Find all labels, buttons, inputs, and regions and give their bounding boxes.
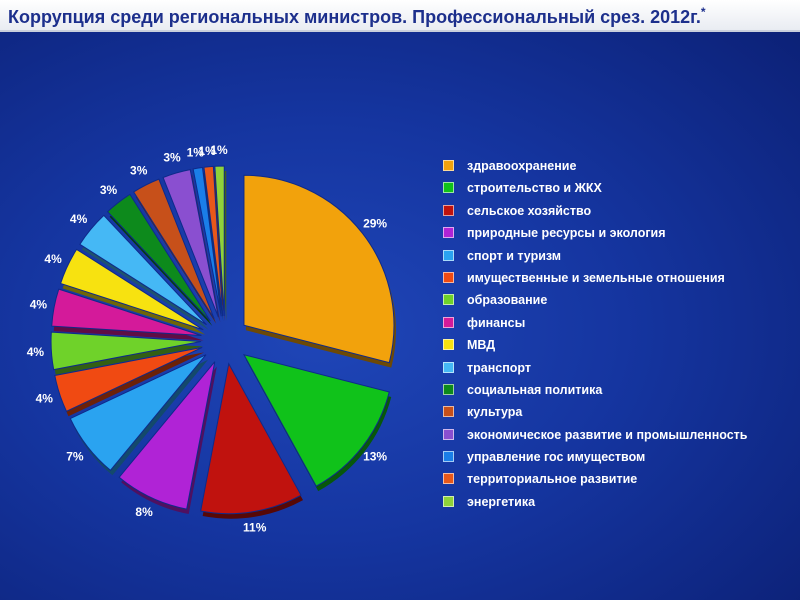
legend-swatch <box>443 473 454 485</box>
legend-label: социальная политика <box>467 382 603 397</box>
legend-swatch <box>443 316 454 328</box>
slice-value-label: 4% <box>30 297 48 311</box>
pie-slice <box>50 331 202 371</box>
legend-label: энергетика <box>467 494 536 509</box>
legend-label: строительство и ЖКХ <box>467 181 602 196</box>
slice-value-label: 11% <box>243 521 267 535</box>
pie-slice <box>106 193 211 322</box>
slice-value-label: 1% <box>187 145 205 159</box>
legend-label: природные ресурсы и экология <box>467 226 666 241</box>
slice-value-label: 8% <box>135 505 153 519</box>
legend-swatch <box>443 271 454 283</box>
pie-slice <box>200 362 302 515</box>
pie-slice <box>59 248 204 331</box>
legend-swatch <box>443 361 454 373</box>
legend-label: управление гос имуществом <box>467 450 646 465</box>
slice-value-label: 13% <box>363 450 387 464</box>
pie-slice <box>118 361 216 510</box>
pie-slice <box>243 174 395 364</box>
pie-slice <box>69 354 207 471</box>
legend-swatch <box>443 204 454 216</box>
slice-value-label: 3% <box>163 151 181 165</box>
slice-value-label: 4% <box>44 252 62 266</box>
pie-slice <box>54 346 203 412</box>
legend-label: территориальное развитие <box>467 472 638 487</box>
title-footnote-mark: * <box>700 5 706 19</box>
pie-slice <box>203 165 224 317</box>
slice-value-label: 1% <box>198 144 216 158</box>
legend-swatch <box>443 383 454 395</box>
pie-slice <box>133 178 215 319</box>
chart-title: Коррупция среди региональных министров. … <box>8 5 706 27</box>
slice-value-label: 4% <box>70 212 88 226</box>
legend-label: сельское хозяйство <box>467 203 592 218</box>
slice-value-label: 29% <box>363 217 387 231</box>
legend-swatch <box>443 339 454 351</box>
slice-value-label: 7% <box>66 450 84 464</box>
legend-swatch <box>443 451 454 463</box>
legend-label: МВД <box>467 338 496 353</box>
legend-swatch <box>443 182 454 194</box>
slice-value-label: 1% <box>210 143 228 157</box>
legend-label: культура <box>467 405 523 420</box>
slice-value-label: 3% <box>130 164 148 178</box>
legend-swatch <box>443 227 454 239</box>
legend-swatch <box>443 495 454 507</box>
legend-label: образование <box>467 293 548 308</box>
title-bar: Коррупция среди региональных министров. … <box>0 0 800 32</box>
legend-swatch <box>443 428 454 440</box>
slice-value-label: 4% <box>36 392 54 406</box>
pie-slice <box>192 166 222 317</box>
legend-swatch <box>443 294 454 306</box>
legend-label: финансы <box>467 315 526 330</box>
legend-label: спорт и туризм <box>467 248 562 263</box>
pie-slice <box>162 169 219 318</box>
pie-slice <box>242 353 390 487</box>
pie-slice-shadow <box>56 352 205 417</box>
pie-slices <box>50 165 396 519</box>
slice-value-label: 3% <box>100 183 118 197</box>
pie-slice <box>51 288 202 337</box>
legend-label: экономическое развитие и промышленность <box>467 427 748 442</box>
legend-swatch <box>443 249 454 261</box>
legend-swatch <box>443 406 454 418</box>
slice-value-label: 4% <box>27 345 45 359</box>
pie-slice <box>79 214 207 326</box>
legend-label: здравоохранение <box>467 159 577 173</box>
legend-swatch <box>443 160 454 171</box>
legend-label: имущественные и земельные отношения <box>467 270 725 285</box>
legend-label: транспорт <box>467 360 531 375</box>
pie-slice <box>214 165 225 317</box>
